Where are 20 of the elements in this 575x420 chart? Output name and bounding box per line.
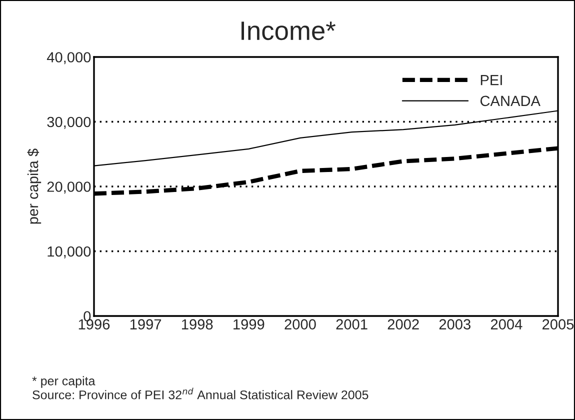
x-tick-label: 1997 [130, 319, 162, 330]
x-tick-label: 2001 [336, 319, 368, 330]
legend-label: CANADA [480, 96, 540, 106]
y-tick-label: 10,000 [48, 246, 91, 258]
x-tick-label: 1999 [234, 319, 264, 330]
y-tick-label: 30,000 [47, 116, 91, 129]
y-tick-label: 40,000 [46, 52, 91, 64]
x-tick-label: 1998 [182, 319, 213, 330]
y-tick-label: 20,000 [47, 182, 91, 194]
x-tick-label: 2002 [388, 319, 419, 330]
x-tick-label: 2005 [542, 319, 574, 330]
x-tick-label: 1996 [78, 319, 110, 330]
chart-title: Income* [242, 22, 336, 40]
y-axis-title: per capita $ [27, 148, 42, 224]
source-note: Source: Province of PEI 32$^{nd}$ Annual Statistical Review 2005 [32, 388, 368, 400]
text: * per capita [32, 376, 96, 388]
x-tick-label: 2004 [490, 319, 522, 330]
x-tick-label: 2003 [439, 319, 470, 330]
legend-label: PEI [480, 75, 502, 86]
x-tick-label: 2000 [284, 319, 316, 330]
